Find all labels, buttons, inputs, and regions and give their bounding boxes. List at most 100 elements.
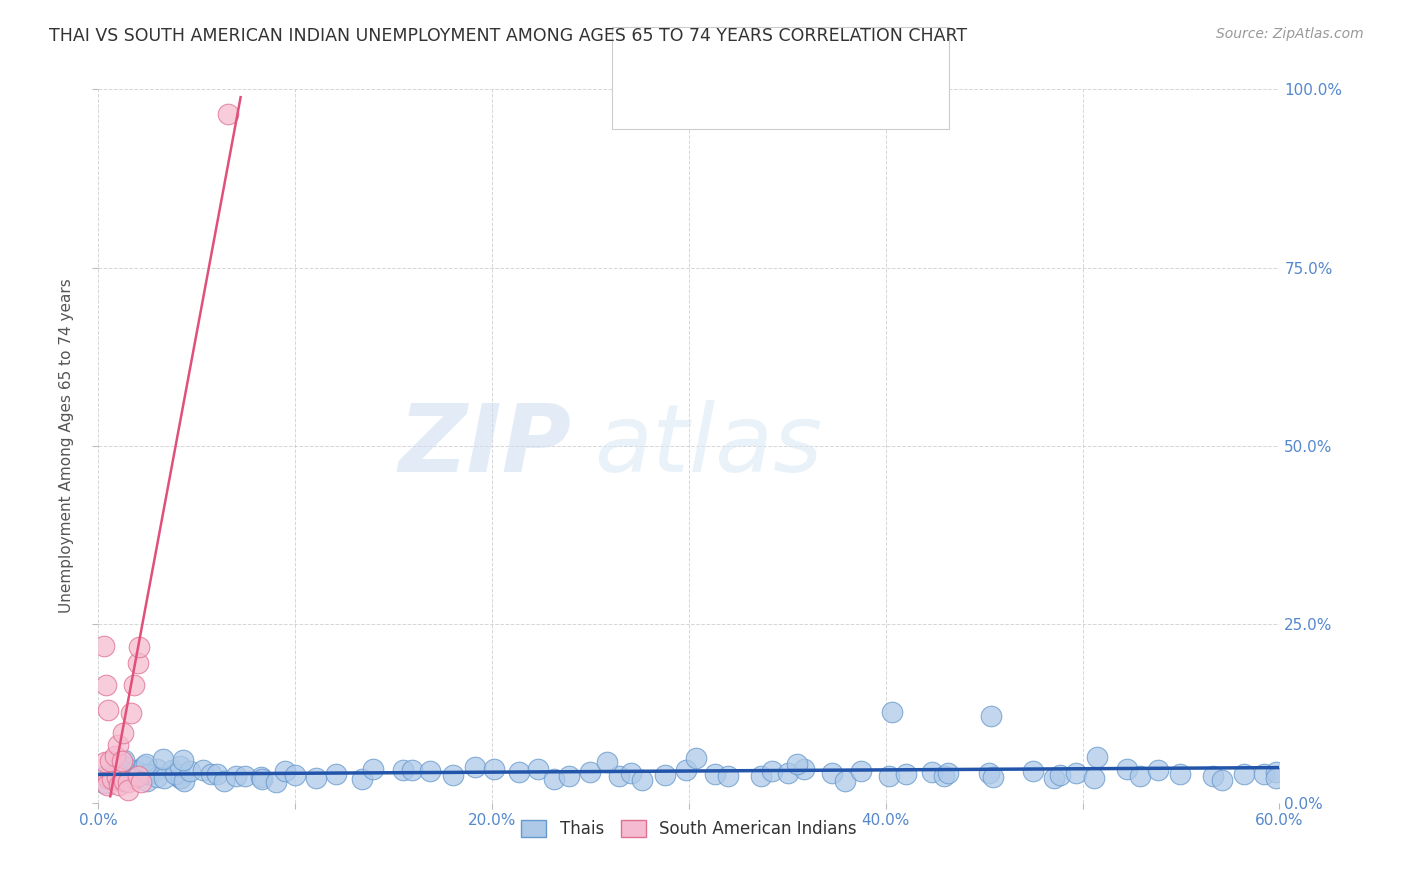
- Point: [894, 767, 917, 781]
- Text: 0.928: 0.928: [707, 93, 761, 112]
- Text: THAI VS SOUTH AMERICAN INDIAN UNEMPLOYMENT AMONG AGES 65 TO 74 YEARS CORRELATION: THAI VS SOUTH AMERICAN INDIAN UNEMPLOYME…: [49, 27, 967, 45]
- Point: [778, 765, 800, 780]
- Point: [250, 772, 273, 787]
- Point: [936, 766, 959, 780]
- Point: [793, 762, 815, 776]
- Point: [117, 775, 139, 789]
- Point: [704, 767, 727, 781]
- Point: [654, 768, 676, 782]
- Point: [120, 706, 142, 720]
- Point: [579, 764, 602, 779]
- Point: [305, 771, 328, 785]
- Point: [284, 768, 307, 782]
- Point: [225, 769, 247, 783]
- Point: [851, 764, 873, 779]
- Point: [153, 771, 176, 785]
- Point: [981, 770, 1004, 784]
- Point: [173, 774, 195, 789]
- Point: [264, 775, 287, 789]
- Point: [1021, 764, 1043, 779]
- Point: [717, 769, 740, 783]
- Point: [120, 768, 142, 782]
- Text: Source: ZipAtlas.com: Source: ZipAtlas.com: [1216, 27, 1364, 41]
- Point: [1116, 762, 1139, 776]
- Point: [749, 769, 772, 783]
- Point: [135, 757, 157, 772]
- Point: [1146, 763, 1168, 777]
- Point: [165, 767, 187, 781]
- FancyBboxPatch shape: [619, 36, 652, 70]
- Point: [125, 764, 148, 779]
- Point: [212, 774, 235, 789]
- Point: [921, 765, 943, 780]
- Point: [392, 763, 415, 777]
- Point: [1049, 767, 1071, 781]
- Point: [117, 782, 139, 797]
- Point: [146, 762, 169, 776]
- Point: [105, 770, 128, 784]
- Point: [834, 773, 856, 788]
- Text: ZIP: ZIP: [398, 400, 571, 492]
- Point: [1083, 771, 1105, 785]
- Text: 96: 96: [834, 44, 858, 62]
- Point: [1264, 771, 1286, 785]
- Text: N =: N =: [794, 44, 831, 62]
- Point: [124, 771, 146, 785]
- Point: [527, 763, 550, 777]
- Point: [880, 705, 903, 719]
- Point: [191, 763, 214, 777]
- Text: 20: 20: [834, 93, 858, 112]
- Point: [620, 766, 643, 780]
- Point: [463, 760, 485, 774]
- Point: [1211, 772, 1233, 787]
- Point: [94, 768, 117, 782]
- Point: [630, 772, 652, 787]
- Point: [1253, 766, 1275, 780]
- Point: [508, 764, 530, 779]
- Point: [761, 764, 783, 778]
- Point: [101, 772, 124, 786]
- Point: [596, 755, 619, 769]
- Point: [1264, 764, 1286, 779]
- Point: [98, 754, 121, 768]
- Point: [685, 750, 707, 764]
- Point: [169, 759, 191, 773]
- Point: [96, 778, 118, 792]
- Point: [419, 764, 441, 778]
- Y-axis label: Unemployment Among Ages 65 to 74 years: Unemployment Among Ages 65 to 74 years: [59, 278, 75, 614]
- Point: [235, 769, 257, 783]
- Point: [482, 762, 505, 776]
- Point: [1233, 766, 1256, 780]
- Point: [112, 753, 135, 767]
- Point: [104, 749, 127, 764]
- Point: [160, 764, 183, 778]
- Point: [821, 766, 844, 780]
- Point: [134, 758, 156, 772]
- Point: [94, 755, 117, 769]
- Point: [112, 726, 135, 740]
- Point: [122, 678, 145, 692]
- Point: [107, 761, 129, 775]
- Point: [401, 763, 423, 777]
- Point: [200, 767, 222, 781]
- Point: [127, 657, 149, 671]
- Text: N =: N =: [794, 93, 831, 112]
- Point: [114, 758, 136, 772]
- Point: [1202, 769, 1225, 783]
- Point: [217, 107, 239, 121]
- Point: [977, 766, 1000, 780]
- Point: [179, 764, 201, 779]
- Point: [93, 639, 115, 653]
- Point: [1168, 767, 1191, 781]
- Point: [363, 762, 385, 776]
- Legend: Thais, South American Indians: Thais, South American Indians: [515, 813, 863, 845]
- Point: [124, 763, 146, 777]
- Point: [101, 769, 124, 783]
- Point: [558, 769, 581, 783]
- Point: [97, 771, 120, 785]
- Point: [1064, 765, 1087, 780]
- Point: [607, 769, 630, 783]
- Point: [786, 756, 808, 771]
- Text: R =: R =: [661, 93, 696, 112]
- Point: [96, 678, 118, 692]
